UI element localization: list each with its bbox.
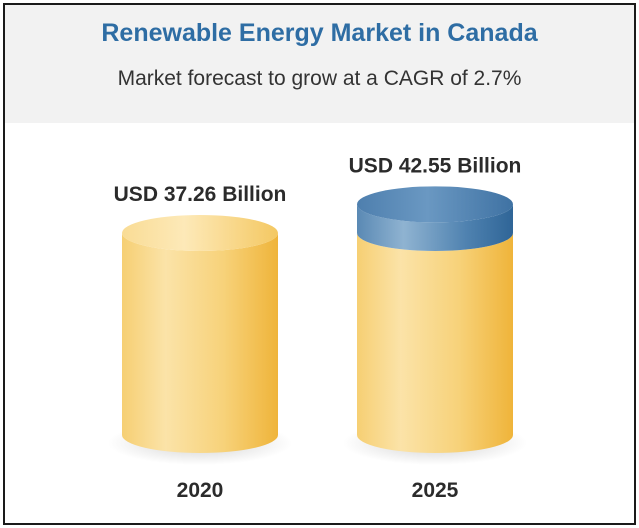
value-label: USD 37.26 Billion — [114, 183, 287, 206]
chart-subtitle: Market forecast to grow at a CAGR of 2.7… — [117, 67, 522, 90]
cylinder-2020: USD 37.26 Billion 2020 — [108, 183, 292, 502]
cylinder-2025: USD 42.55 Billion 2025 — [343, 154, 527, 502]
growth-segment — [357, 204, 513, 251]
value-label: USD 42.55 Billion — [349, 154, 522, 177]
chart-title: Renewable Energy Market in Canada — [101, 19, 538, 47]
category-label: 2025 — [412, 479, 459, 502]
chart-frame: Renewable Energy Market in Canada Market… — [3, 3, 636, 525]
cylinder-body — [122, 233, 278, 453]
category-label: 2020 — [177, 479, 224, 502]
cylinder-top — [122, 215, 278, 251]
cylinder-body — [357, 233, 513, 453]
cylinder-chart: USD 37.26 Billion 2020 USD 42.55 Billion 20… — [108, 154, 527, 502]
growth-top — [357, 186, 513, 223]
